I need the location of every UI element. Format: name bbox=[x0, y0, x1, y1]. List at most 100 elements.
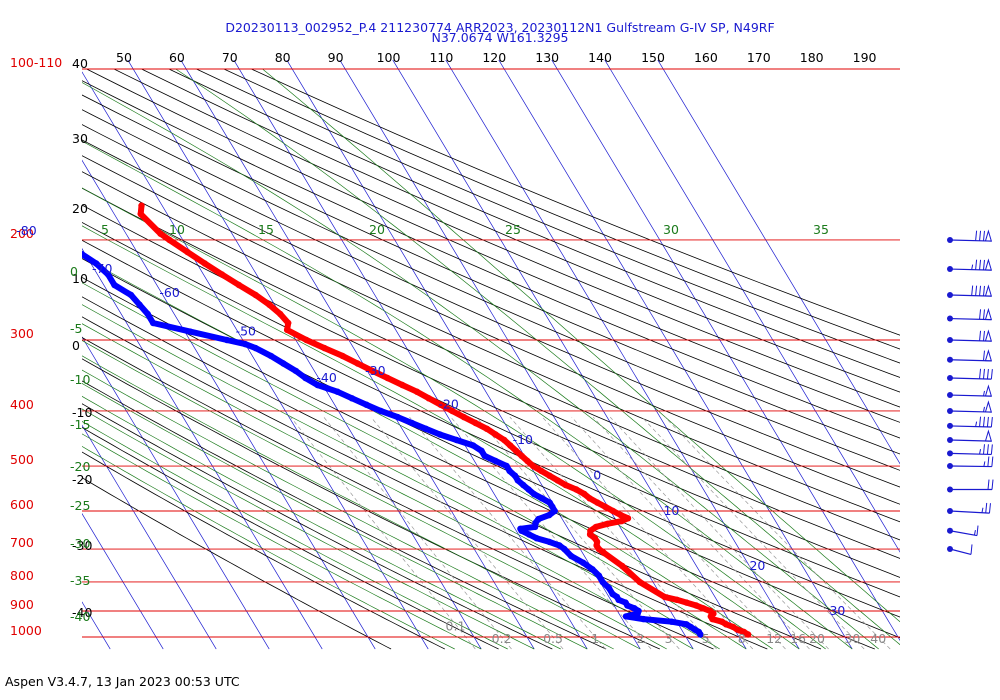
wind-barb bbox=[947, 456, 994, 470]
moist-adiabat bbox=[82, 421, 508, 650]
wind-barb-flag bbox=[982, 330, 985, 341]
temperature-point bbox=[581, 490, 588, 498]
wind-barb bbox=[947, 384, 993, 399]
top-tick-label: 120 bbox=[482, 50, 506, 65]
temperature-point bbox=[384, 374, 391, 382]
moist-adiabat bbox=[82, 383, 588, 650]
temperature-point bbox=[492, 431, 499, 438]
mixing-ratio-label: 20 bbox=[809, 631, 825, 646]
isotherm-label: -50 bbox=[236, 324, 256, 339]
dry-adiabat bbox=[82, 239, 900, 618]
wind-barb-station bbox=[947, 463, 953, 470]
temperature-point bbox=[138, 202, 145, 209]
dewpoint-point bbox=[514, 477, 521, 484]
moist-adiabat bbox=[82, 395, 561, 650]
dewpoint-point bbox=[579, 559, 587, 566]
dewpoint-point bbox=[377, 407, 384, 415]
chart-title: D20230113_002952_P.4 211230774 ARR2023, … bbox=[225, 20, 775, 35]
moist-adiabat bbox=[82, 323, 694, 650]
dry-adiabat bbox=[82, 451, 445, 650]
wind-barb-flag bbox=[982, 368, 985, 379]
wind-barb bbox=[947, 416, 993, 429]
wind-barb-staff bbox=[949, 510, 990, 514]
temperature-point bbox=[683, 599, 690, 606]
isotherm-label: -70 bbox=[92, 261, 112, 276]
wind-barb-pennant bbox=[984, 349, 993, 362]
dry-adiabat bbox=[82, 296, 822, 650]
moist-adiabat-label: -25 bbox=[70, 498, 90, 513]
dewpoint-point bbox=[538, 495, 546, 502]
dewpoint-point bbox=[252, 344, 259, 352]
pressure-tick-label: 200 bbox=[10, 226, 34, 241]
dewpoint-point bbox=[697, 631, 704, 638]
temperature-point bbox=[437, 401, 444, 408]
isotherm-line bbox=[82, 247, 323, 650]
wind-barb-flag bbox=[990, 444, 993, 455]
wind-barb-staff bbox=[949, 239, 992, 242]
isotherm-line bbox=[392, 60, 747, 650]
dewpoint-point bbox=[531, 523, 539, 531]
dewpoint-point bbox=[589, 566, 596, 573]
top-tick-label: 70 bbox=[222, 50, 238, 65]
wind-barb-flag bbox=[990, 369, 993, 380]
wind-barb-staff bbox=[949, 548, 972, 556]
wind-barb-half-flag bbox=[982, 406, 985, 412]
top-tick-label: 190 bbox=[853, 50, 877, 65]
mixing-ratio-line bbox=[450, 416, 652, 650]
dry-adiabat bbox=[82, 139, 900, 505]
isotherm-line bbox=[82, 159, 376, 650]
dry-adiabat bbox=[168, 68, 900, 378]
dewpoint-point bbox=[520, 481, 527, 489]
dry-adiabat bbox=[82, 187, 900, 559]
top-tick-label: 150 bbox=[641, 50, 665, 65]
pressure-tick-label: 300 bbox=[10, 326, 34, 341]
dewpoint-profile bbox=[82, 250, 704, 638]
dewpoint-point bbox=[453, 436, 460, 444]
wind-barb-flag bbox=[991, 479, 994, 490]
moist-adiabat-label: -35 bbox=[70, 573, 90, 588]
wind-barb-station bbox=[947, 422, 953, 429]
wind-barb-station bbox=[947, 437, 953, 444]
theta-label: 30 bbox=[72, 131, 88, 146]
isotherm-line bbox=[82, 336, 270, 650]
theta-label: -20 bbox=[72, 472, 92, 487]
wind-barb-staff bbox=[949, 439, 992, 442]
mixing-ratio-label: 1 bbox=[591, 631, 599, 646]
wind-barb-flag bbox=[975, 285, 978, 296]
temperature-point bbox=[636, 578, 643, 586]
chart-subtitle: N37.0674 W161.3295 bbox=[431, 30, 569, 45]
wind-barb-flag bbox=[975, 230, 978, 241]
wind-barb-staff bbox=[949, 452, 992, 456]
dry-adiabat bbox=[82, 124, 900, 488]
wind-barb-station bbox=[947, 337, 953, 344]
mixing-ratio-label: 8 bbox=[738, 631, 746, 646]
wind-barb-flag bbox=[979, 259, 982, 270]
wind-barb-staff bbox=[949, 530, 978, 537]
temperature-point bbox=[449, 407, 456, 415]
temperature-point bbox=[602, 503, 609, 510]
wind-barb-flag bbox=[979, 309, 982, 320]
moist-adiabat-label: -10 bbox=[70, 372, 90, 387]
temperature-point bbox=[529, 462, 537, 470]
temperature-point bbox=[722, 621, 730, 628]
dry-adiabat bbox=[113, 68, 900, 408]
wind-barb-staff bbox=[949, 394, 992, 397]
moist-adiabat bbox=[82, 282, 747, 650]
isotherm-label: -10 bbox=[513, 432, 533, 447]
wind-barb-half-flag bbox=[971, 264, 974, 270]
wind-barb bbox=[947, 307, 993, 322]
temperature-point bbox=[709, 615, 716, 623]
wind-barb bbox=[947, 525, 979, 537]
temperature-point bbox=[506, 442, 514, 449]
isotherm-label: -40 bbox=[316, 370, 336, 385]
wind-barb-flag bbox=[975, 259, 978, 270]
wind-barb-flag bbox=[986, 368, 989, 380]
dewpoint-point bbox=[292, 367, 299, 375]
theta-label: 10 bbox=[72, 271, 88, 286]
mixing-ratio-label: 0.5 bbox=[543, 631, 563, 646]
isotherm-line bbox=[604, 60, 900, 553]
wind-barb-flag bbox=[986, 444, 989, 455]
theta-label: 20 bbox=[72, 201, 88, 216]
dewpoint-point bbox=[533, 535, 540, 542]
wind-barb-flag bbox=[982, 285, 985, 296]
